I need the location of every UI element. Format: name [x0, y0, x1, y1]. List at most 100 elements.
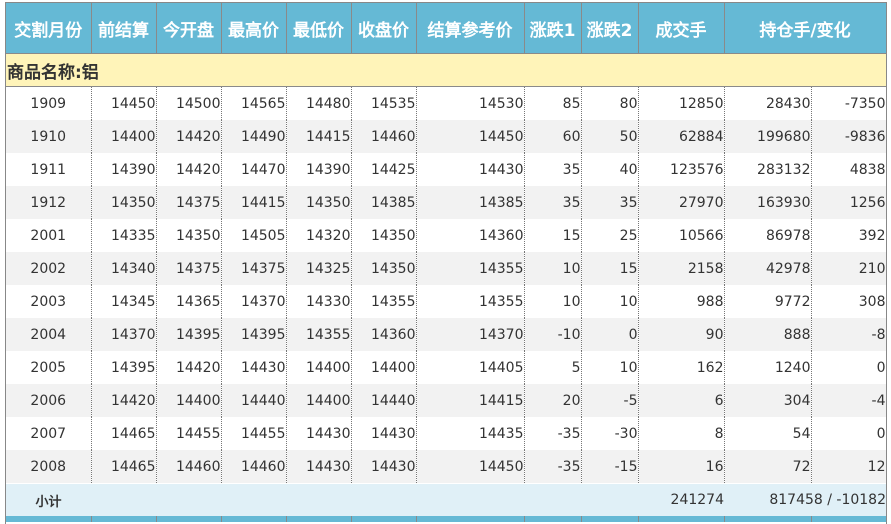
cell-settle-ref: 14415	[416, 384, 525, 417]
cell-change2: 80	[581, 86, 639, 120]
cell-open-interest: 72	[724, 450, 812, 484]
cell-open-interest: 163930	[724, 186, 812, 219]
table-row[interactable]: 2001 14335 14350 14505 14320 14350 14360 15 25 10…	[6, 219, 886, 252]
cell-change1: 60	[524, 120, 582, 153]
cell-close: 14460	[351, 120, 417, 153]
cell-change1: 10	[524, 252, 582, 285]
subtotal-spacer	[91, 483, 638, 516]
cell-low: 14430	[286, 417, 352, 450]
header-volume[interactable]: 成交手	[638, 3, 725, 54]
cell-oi-change: -8	[811, 318, 886, 351]
header-low[interactable]: 最低价	[286, 3, 352, 54]
cell-settle-ref: 14355	[416, 285, 525, 318]
cell-prev-settle: 14400	[91, 120, 157, 153]
table-row[interactable]: 2008 14465 14460 14460 14430 14430 14450 -35 -15…	[6, 450, 886, 484]
cell-delivery-month: 1909	[6, 86, 92, 120]
cell-open-interest: 1240	[724, 351, 812, 384]
cell-high: 14440	[221, 384, 287, 417]
table-row[interactable]: 1912 14350 14375 14415 14350 14385 14385 35 35 27…	[6, 186, 886, 219]
header-row: 交割月份 前结算 今开盘 最高价 最低价 收盘价 结算参考价 涨跌1 涨跌2 成…	[6, 3, 886, 54]
cell-open-interest: 54	[724, 417, 812, 450]
strip-cell	[581, 516, 639, 522]
header-high[interactable]: 最高价	[221, 3, 287, 54]
cell-close: 14360	[351, 318, 417, 351]
cell-close: 14385	[351, 186, 417, 219]
cell-low: 14430	[286, 450, 352, 484]
table-row[interactable]: 2007 14465 14455 14455 14430 14430 14435 -35 -30…	[6, 417, 886, 450]
strip-cell	[416, 516, 525, 522]
cell-change2: -15	[581, 450, 639, 484]
cell-change2: 10	[581, 351, 639, 384]
cell-close: 14440	[351, 384, 417, 417]
cell-oi-change: -4	[811, 384, 886, 417]
cell-open: 14420	[156, 153, 222, 186]
cell-prev-settle: 14395	[91, 351, 157, 384]
cell-open-interest: 199680	[724, 120, 812, 153]
next-header-strip	[6, 516, 886, 522]
cell-open-interest: 28430	[724, 86, 812, 120]
cell-delivery-month: 2003	[6, 285, 92, 318]
cell-open: 14460	[156, 450, 222, 484]
cell-high: 14490	[221, 120, 287, 153]
cell-oi-change: 0	[811, 417, 886, 450]
cell-open-interest: 283132	[724, 153, 812, 186]
cell-volume: 16	[638, 450, 725, 484]
cell-prev-settle: 14420	[91, 384, 157, 417]
cell-high: 14415	[221, 186, 287, 219]
strip-cell	[524, 516, 582, 522]
strip-cell	[811, 516, 886, 522]
strip-cell	[91, 516, 157, 522]
header-change1[interactable]: 涨跌1	[524, 3, 582, 54]
cell-change2: -5	[581, 384, 639, 417]
cell-volume: 2158	[638, 252, 725, 285]
cell-delivery-month: 2001	[6, 219, 92, 252]
cell-close: 14350	[351, 252, 417, 285]
cell-prev-settle: 14340	[91, 252, 157, 285]
header-change2[interactable]: 涨跌2	[581, 3, 639, 54]
cell-oi-change: 392	[811, 219, 886, 252]
cell-close: 14535	[351, 86, 417, 120]
cell-delivery-month: 1912	[6, 186, 92, 219]
cell-change1: -10	[524, 318, 582, 351]
header-settle-ref[interactable]: 结算参考价	[416, 3, 525, 54]
cell-open-interest: 9772	[724, 285, 812, 318]
table-row[interactable]: 2004 14370 14395 14395 14355 14360 14370 -10 0 90…	[6, 318, 886, 351]
cell-oi-change: 4838	[811, 153, 886, 186]
futures-table-container: 交割月份 前结算 今开盘 最高价 最低价 收盘价 结算参考价 涨跌1 涨跌2 成…	[5, 2, 887, 524]
cell-settle-ref: 14385	[416, 186, 525, 219]
cell-settle-ref: 14430	[416, 153, 525, 186]
strip-cell	[638, 516, 725, 522]
cell-open: 14420	[156, 351, 222, 384]
table-row[interactable]: 2003 14345 14365 14370 14330 14355 14355 10 10 98…	[6, 285, 886, 318]
cell-open: 14420	[156, 120, 222, 153]
cell-change1: 35	[524, 186, 582, 219]
cell-delivery-month: 2007	[6, 417, 92, 450]
table-row[interactable]: 1910 14400 14420 14490 14415 14460 14450 60 50 62…	[6, 120, 886, 153]
cell-settle-ref: 14530	[416, 86, 525, 120]
table-row[interactable]: 1909 14450 14500 14565 14480 14535 14530 85 80 12…	[6, 86, 886, 120]
table-row[interactable]: 2005 14395 14420 14430 14400 14400 14405 5 10 162…	[6, 351, 886, 384]
cell-change2: -30	[581, 417, 639, 450]
header-close[interactable]: 收盘价	[351, 3, 417, 54]
cell-close: 14355	[351, 285, 417, 318]
table-row[interactable]: 2002 14340 14375 14375 14325 14350 14355 10 15 21…	[6, 252, 886, 285]
commodity-label: 商品名称:铝	[6, 53, 886, 87]
cell-high: 14460	[221, 450, 287, 484]
cell-high: 14430	[221, 351, 287, 384]
cell-low: 14355	[286, 318, 352, 351]
table-row[interactable]: 2006 14420 14400 14440 14400 14440 14415 20 -5 6 3…	[6, 384, 886, 417]
header-open[interactable]: 今开盘	[156, 3, 222, 54]
cell-prev-settle: 14465	[91, 450, 157, 484]
cell-low: 14400	[286, 384, 352, 417]
cell-change1: 10	[524, 285, 582, 318]
cell-volume: 162	[638, 351, 725, 384]
cell-open: 14375	[156, 252, 222, 285]
header-delivery-month[interactable]: 交割月份	[6, 3, 92, 54]
strip-cell	[724, 516, 812, 522]
header-prev-settle[interactable]: 前结算	[91, 3, 157, 54]
table-row[interactable]: 1911 14390 14420 14470 14390 14425 14430 35 40 12…	[6, 153, 886, 186]
header-open-interest[interactable]: 持仓手/变化	[724, 3, 886, 54]
cell-volume: 12850	[638, 86, 725, 120]
cell-open: 14365	[156, 285, 222, 318]
cell-oi-change: -9836	[811, 120, 886, 153]
